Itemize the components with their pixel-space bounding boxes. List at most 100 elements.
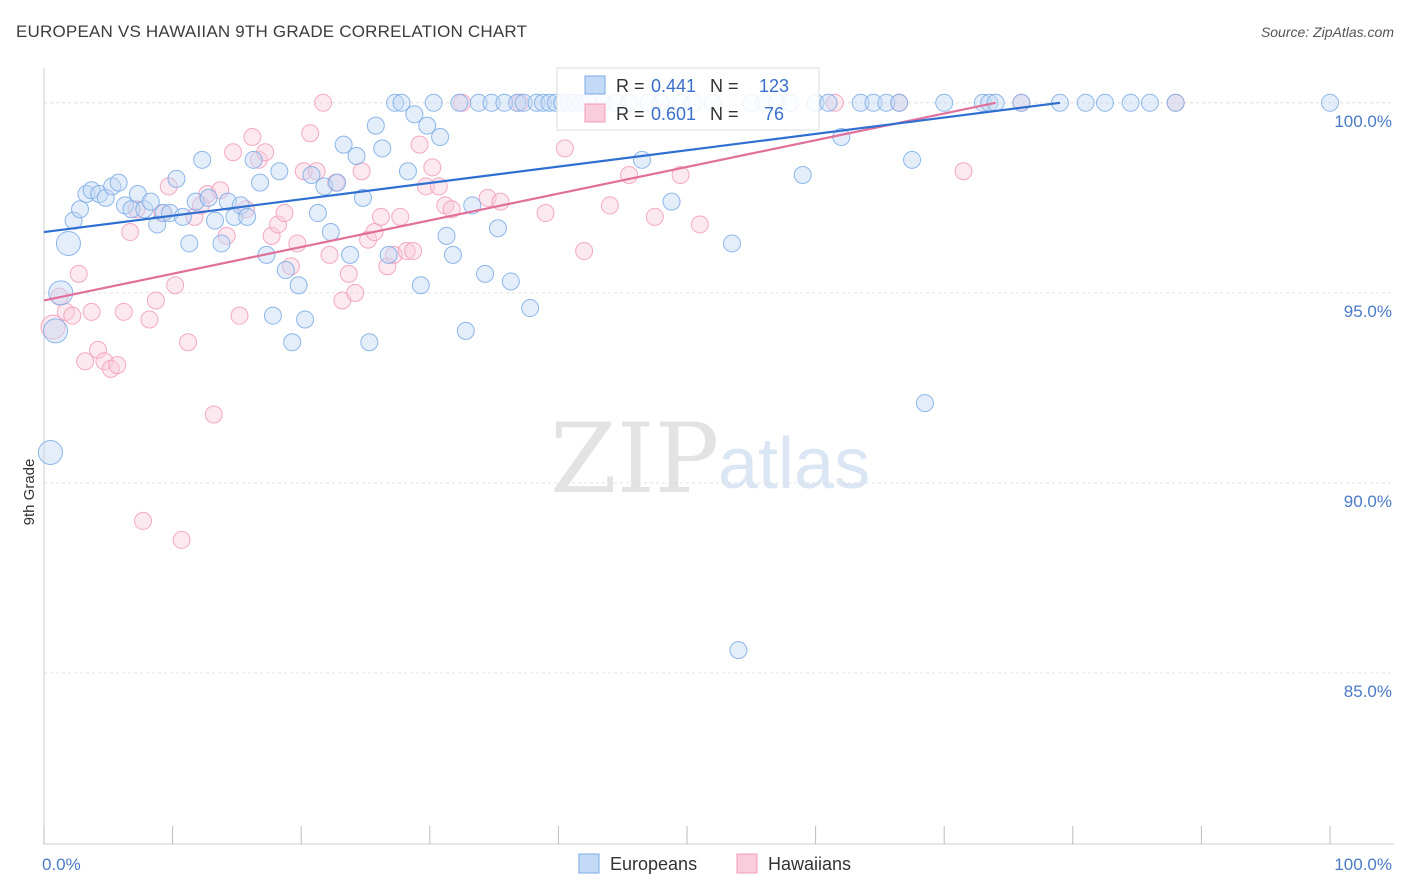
hawaiian-point bbox=[391, 207, 410, 226]
watermark: ZIP atlas bbox=[550, 403, 870, 515]
hawaiian-point bbox=[166, 276, 185, 295]
hawaiian-point bbox=[442, 200, 461, 219]
hawaiians-r-value: 0.601 bbox=[651, 104, 696, 124]
hawaiian-point bbox=[127, 200, 146, 219]
hawaiian-point bbox=[69, 264, 88, 283]
european-point bbox=[819, 93, 838, 112]
hawaiian-point bbox=[204, 405, 223, 424]
european-point bbox=[276, 261, 295, 280]
european-point bbox=[405, 105, 424, 124]
european-point bbox=[482, 93, 501, 112]
european-point bbox=[180, 234, 199, 253]
european-point bbox=[386, 93, 405, 112]
european-point bbox=[1121, 93, 1140, 112]
hawaiian-point bbox=[645, 207, 664, 226]
european-point bbox=[476, 264, 495, 283]
europeans-legend-swatch bbox=[578, 853, 600, 874]
y-tick-label: 95.0% bbox=[1344, 302, 1392, 321]
european-point bbox=[334, 135, 353, 154]
europeans-r-label: R = bbox=[616, 76, 650, 96]
hawaiian-point bbox=[690, 215, 709, 234]
europeans-points bbox=[37, 93, 1339, 660]
hawaiians-stat-swatch bbox=[584, 103, 606, 123]
europeans-trend-line bbox=[43, 101, 1061, 234]
european-point bbox=[632, 150, 651, 169]
european-point bbox=[469, 93, 488, 112]
hawaiian-point bbox=[352, 162, 371, 181]
european-point bbox=[71, 200, 90, 219]
hawaiians-n-value: 76 bbox=[759, 104, 784, 124]
hawaiian-point bbox=[230, 306, 249, 325]
european-point bbox=[244, 150, 263, 169]
hawaiian-point bbox=[359, 230, 378, 249]
europeans-stat-swatch bbox=[584, 75, 606, 95]
european-point bbox=[890, 93, 909, 112]
hawaiian-point bbox=[159, 177, 178, 196]
hawaiian-point bbox=[146, 291, 165, 310]
europeans-n-value: 123 bbox=[759, 76, 789, 96]
european-point bbox=[398, 162, 417, 181]
european-point bbox=[424, 93, 443, 112]
gridlines: 85.0% 90.0% 95.0% 100.0% bbox=[44, 102, 1394, 701]
european-point bbox=[450, 93, 469, 112]
x-tick-label-min: 0.0% bbox=[42, 855, 81, 874]
european-point bbox=[167, 169, 186, 188]
european-point bbox=[55, 230, 81, 256]
hawaiians-legend-label: Hawaiians bbox=[768, 854, 851, 874]
european-point bbox=[360, 333, 379, 352]
european-point bbox=[729, 641, 748, 660]
european-point bbox=[1166, 93, 1185, 112]
european-point bbox=[527, 93, 546, 112]
hawaiians-trend-line bbox=[43, 101, 996, 302]
european-point bbox=[903, 150, 922, 169]
hawaiian-point bbox=[262, 226, 281, 245]
european-point bbox=[1095, 93, 1114, 112]
european-point bbox=[373, 139, 392, 158]
european-point bbox=[302, 166, 321, 185]
european-point bbox=[308, 204, 327, 223]
europeans-legend-label: Europeans bbox=[610, 854, 697, 874]
european-point bbox=[212, 234, 231, 253]
european-point bbox=[296, 310, 315, 329]
european-point bbox=[109, 173, 128, 192]
european-point bbox=[431, 128, 450, 147]
hawaiians-r-label: R = bbox=[616, 104, 650, 124]
european-point bbox=[521, 299, 540, 318]
european-point bbox=[238, 207, 257, 226]
source-credit: Source: ZipAtlas.com bbox=[1260, 24, 1394, 40]
european-point bbox=[341, 245, 360, 264]
european-point bbox=[283, 333, 302, 352]
european-point bbox=[251, 173, 270, 192]
hawaiian-point bbox=[575, 242, 594, 261]
european-point bbox=[1321, 93, 1339, 112]
hawaiian-point bbox=[536, 204, 555, 223]
hawaiian-point bbox=[339, 264, 358, 283]
european-point bbox=[1140, 93, 1159, 112]
hawaiian-point bbox=[825, 93, 844, 112]
axes: 0.0% 100.0% bbox=[42, 68, 1394, 874]
hawaiian-point bbox=[249, 150, 268, 169]
european-point bbox=[864, 93, 883, 112]
european-point bbox=[43, 318, 69, 344]
european-point bbox=[1076, 93, 1095, 112]
hawaiian-point bbox=[275, 204, 294, 223]
stats-legend: R = 0.441 N = 123 R = 0.601 N = 76 bbox=[556, 67, 820, 131]
european-point bbox=[851, 93, 870, 112]
european-point bbox=[48, 280, 74, 306]
european-point bbox=[514, 93, 533, 112]
european-point bbox=[662, 192, 681, 211]
hawaiian-point bbox=[82, 302, 101, 321]
european-point bbox=[321, 223, 340, 242]
european-point bbox=[141, 192, 160, 211]
european-point bbox=[199, 188, 218, 207]
x-tick-label-max: 100.0% bbox=[1334, 855, 1392, 874]
hawaiian-point bbox=[314, 93, 333, 112]
european-point bbox=[877, 93, 896, 112]
chart-title: EUROPEAN VS HAWAIIAN 9TH GRADE CORRELATI… bbox=[16, 22, 528, 41]
european-point bbox=[148, 215, 167, 234]
european-point bbox=[263, 306, 282, 325]
hawaiian-point bbox=[954, 162, 973, 181]
watermark-zip: ZIP bbox=[550, 403, 719, 515]
hawaiian-point bbox=[397, 242, 416, 261]
hawaiian-point bbox=[555, 139, 574, 158]
